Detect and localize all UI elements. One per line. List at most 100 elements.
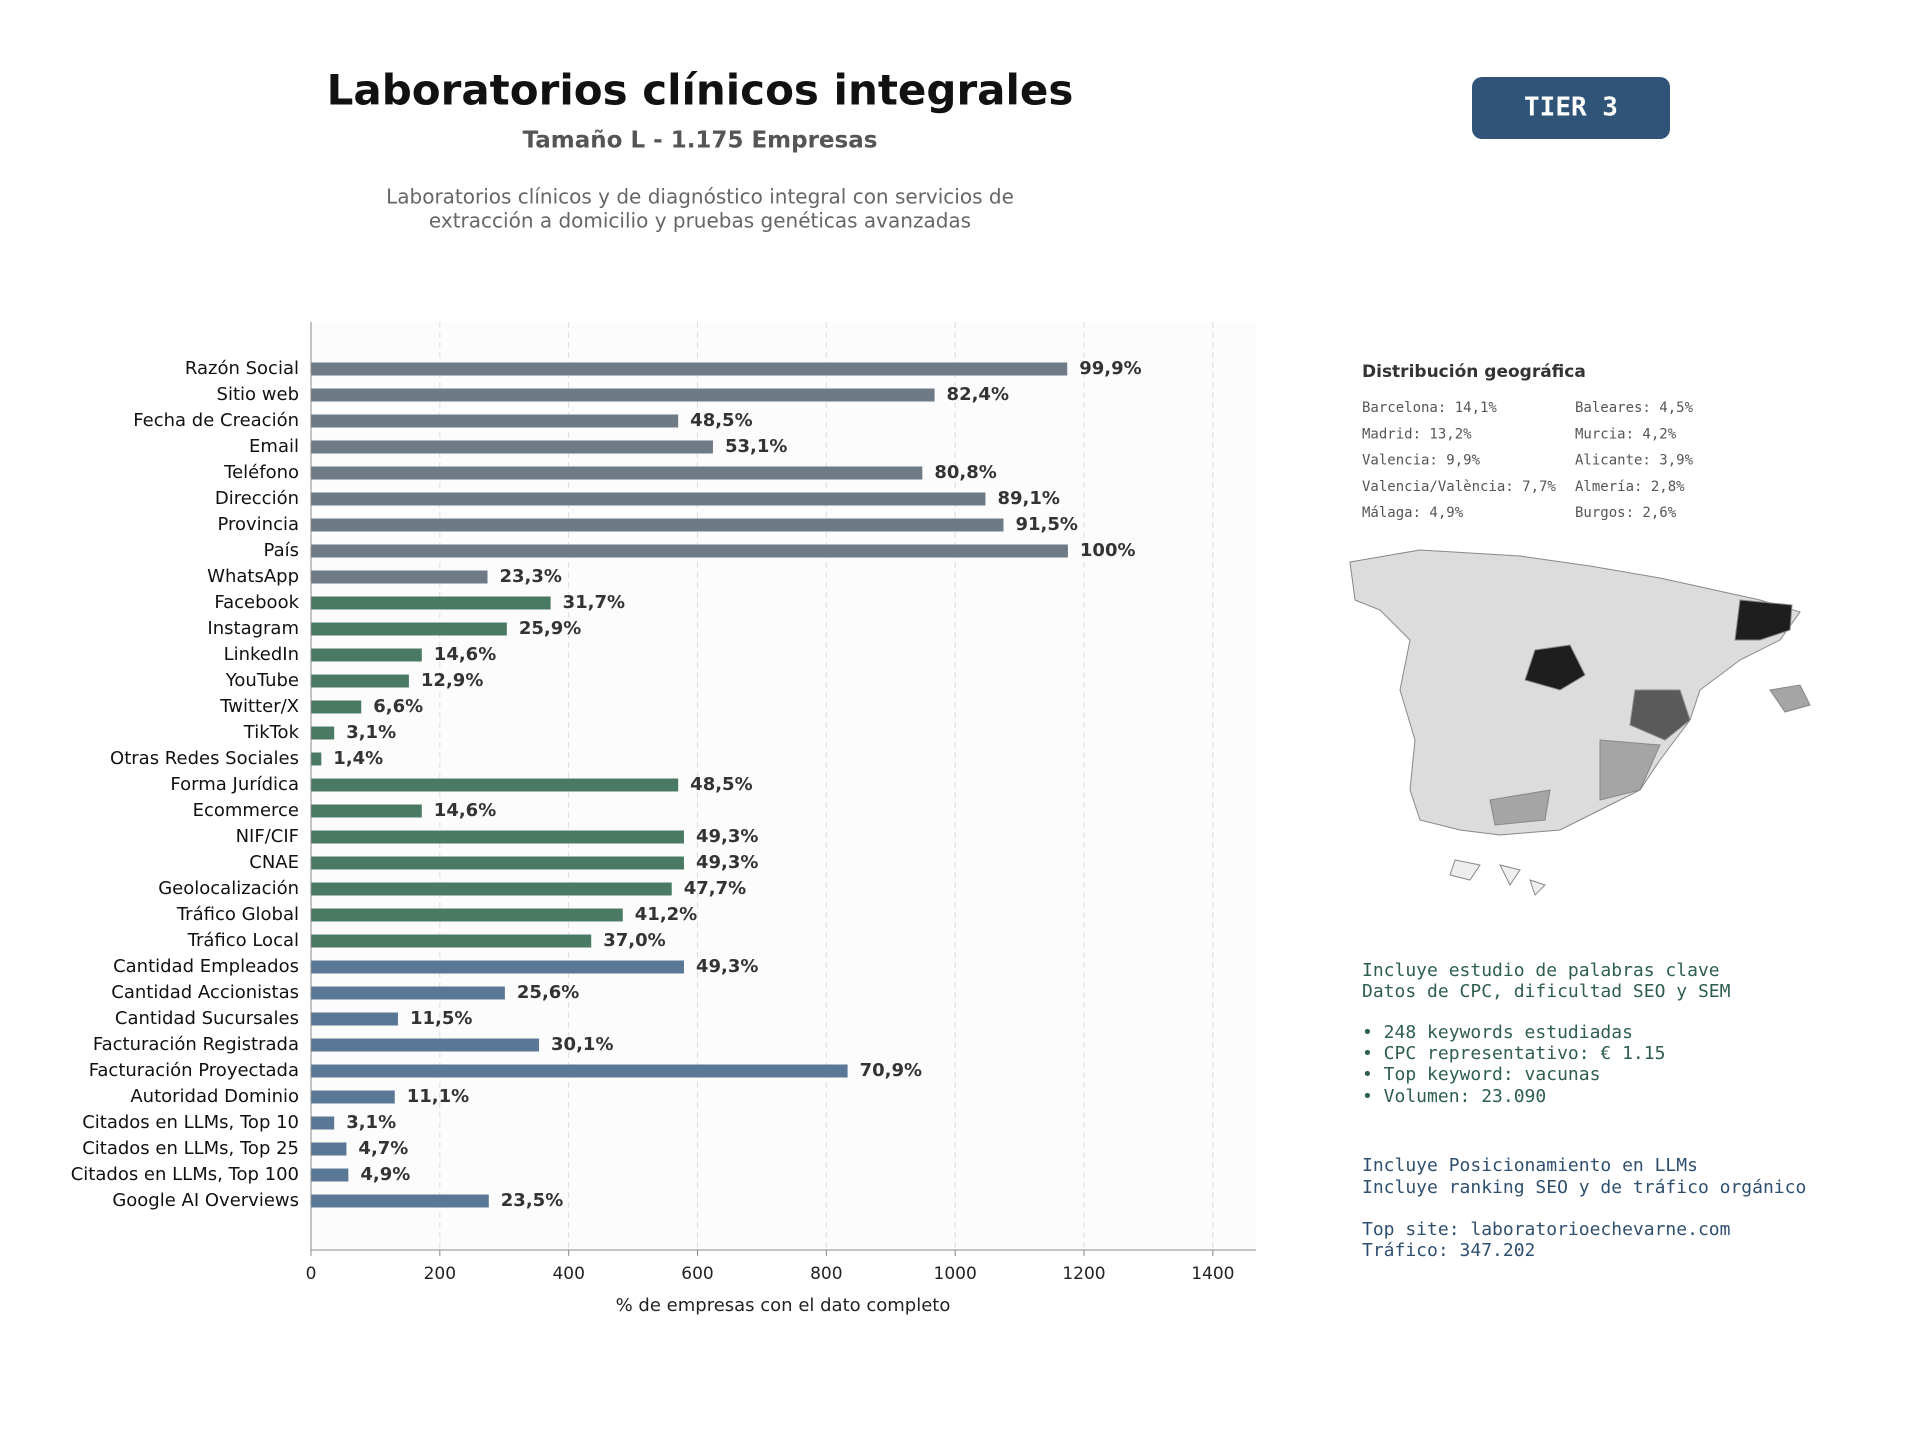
- y-tick-label: Provincia: [217, 514, 299, 535]
- y-tick-label: Email: [249, 436, 299, 457]
- keyword-line: Incluye estudio de palabras clave: [1362, 960, 1720, 981]
- geo-list: Barcelona: 14,1% Madrid: 13,2% Valencia: 9…: [1362, 400, 1694, 521]
- y-tick-label: Instagram: [207, 618, 299, 639]
- geo-item: Almería: 2,8%: [1575, 479, 1685, 495]
- bar: [311, 752, 322, 766]
- bar: [311, 518, 1004, 532]
- geo-item: Málaga: 4,9%: [1362, 505, 1464, 521]
- value-label: 47,7%: [684, 878, 746, 899]
- y-tick-label: Geolocalización: [158, 878, 299, 899]
- geo-item: Murcia: 4,2%: [1575, 426, 1677, 442]
- value-label: 49,3%: [696, 852, 758, 873]
- bar: [311, 1194, 489, 1208]
- y-tick-label: TikTok: [243, 722, 300, 743]
- map-region: [1769, 684, 1811, 713]
- value-label: 23,3%: [500, 566, 562, 587]
- y-tick-label: Citados en LLMs, Top 10: [82, 1112, 299, 1133]
- x-tick-label: 600: [681, 1264, 713, 1284]
- value-label: 3,1%: [346, 1112, 396, 1133]
- y-tick-label: País: [264, 540, 299, 561]
- description: Laboratorios clínicos y de diagnóstico i…: [386, 185, 1014, 209]
- y-tick-label: Tráfico Local: [187, 930, 299, 951]
- x-tick-label: 400: [552, 1264, 584, 1284]
- bar: [311, 466, 923, 480]
- bar: [311, 544, 1068, 558]
- value-label: 37,0%: [603, 930, 665, 951]
- bar: [311, 908, 623, 922]
- y-tick-label: Facturación Registrada: [93, 1034, 299, 1055]
- keyword-line: • Volumen: 23.090: [1362, 1086, 1546, 1107]
- bar: [311, 648, 422, 662]
- bar: [311, 388, 935, 402]
- map-islands: [1449, 859, 1546, 896]
- value-label: 23,5%: [501, 1190, 563, 1211]
- keyword-line: Datos de CPC, dificultad SEO y SEM: [1362, 981, 1731, 1002]
- geo-item: Barcelona: 14,1%: [1362, 400, 1497, 416]
- map-region: [1734, 599, 1793, 641]
- value-label: 48,5%: [690, 774, 752, 795]
- bar: [311, 622, 507, 636]
- geo-item: Burgos: 2,6%: [1575, 505, 1677, 521]
- bar: [311, 1090, 395, 1104]
- y-tick-label: YouTube: [225, 670, 299, 691]
- geo-item: Baleares: 4,5%: [1575, 400, 1694, 416]
- map-region: [1489, 789, 1551, 826]
- bar: [311, 1038, 540, 1052]
- geo-item: Madrid: 13,2%: [1362, 426, 1472, 442]
- map-region: [1629, 689, 1691, 741]
- value-label: 14,6%: [434, 644, 496, 665]
- y-tick-label: Teléfono: [223, 462, 299, 483]
- value-label: 31,7%: [563, 592, 625, 613]
- value-label: 11,5%: [410, 1008, 472, 1029]
- bar: [311, 362, 1068, 376]
- value-label: 53,1%: [725, 436, 787, 457]
- bar: [311, 414, 679, 428]
- bar: [311, 1064, 848, 1078]
- x-tick-label: 200: [424, 1264, 456, 1284]
- value-label: 30,1%: [551, 1034, 613, 1055]
- x-tick-label: 1000: [934, 1264, 977, 1284]
- y-tick-label: Ecommerce: [193, 800, 299, 821]
- x-tick-label: 0: [306, 1264, 317, 1284]
- bar: [311, 596, 551, 610]
- bar: [311, 440, 713, 454]
- y-tick-label: Cantidad Accionistas: [111, 982, 299, 1003]
- y-tick-label: Facebook: [214, 592, 299, 613]
- y-tick-label: Forma Jurídica: [170, 774, 299, 795]
- value-label: 99,9%: [1079, 358, 1141, 379]
- bar: [311, 986, 505, 1000]
- subtitle: Tamaño L - 1.175 Empresas: [523, 128, 878, 154]
- value-label: 70,9%: [860, 1060, 922, 1081]
- description: extracción a domicilio y pruebas genétic…: [429, 209, 971, 233]
- value-label: 12,9%: [421, 670, 483, 691]
- y-tick-label: Autoridad Dominio: [130, 1086, 299, 1107]
- value-label: 25,9%: [519, 618, 581, 639]
- value-label: 25,6%: [517, 982, 579, 1003]
- y-tick-label: Fecha de Creación: [133, 410, 299, 431]
- y-tick-label: Razón Social: [185, 358, 299, 379]
- llm-line: Top site: laboratorioechevarne.com: [1362, 1219, 1730, 1240]
- y-tick-label: Facturación Proyectada: [89, 1060, 299, 1081]
- bar: [311, 856, 684, 870]
- x-tick-label: 1400: [1191, 1264, 1234, 1284]
- geo-item: Valencia: 9,9%: [1362, 453, 1481, 469]
- bar: [311, 492, 986, 506]
- y-tick-label: Citados en LLMs, Top 100: [71, 1164, 299, 1185]
- y-tick-label: Otras Redes Sociales: [110, 748, 299, 769]
- bar: [311, 726, 335, 740]
- value-label: 4,9%: [360, 1164, 410, 1185]
- value-label: 89,1%: [997, 488, 1059, 509]
- x-tick-label: 800: [810, 1264, 842, 1284]
- value-label: 1,4%: [333, 748, 383, 769]
- value-label: 4,7%: [358, 1138, 408, 1159]
- value-label: 100%: [1080, 540, 1136, 561]
- value-label: 49,3%: [696, 956, 758, 977]
- x-tick-label: 1200: [1062, 1264, 1105, 1284]
- value-label: 41,2%: [635, 904, 697, 925]
- y-tick-label: Cantidad Sucursales: [115, 1008, 299, 1029]
- value-label: 3,1%: [346, 722, 396, 743]
- y-tick-label: Dirección: [215, 488, 299, 509]
